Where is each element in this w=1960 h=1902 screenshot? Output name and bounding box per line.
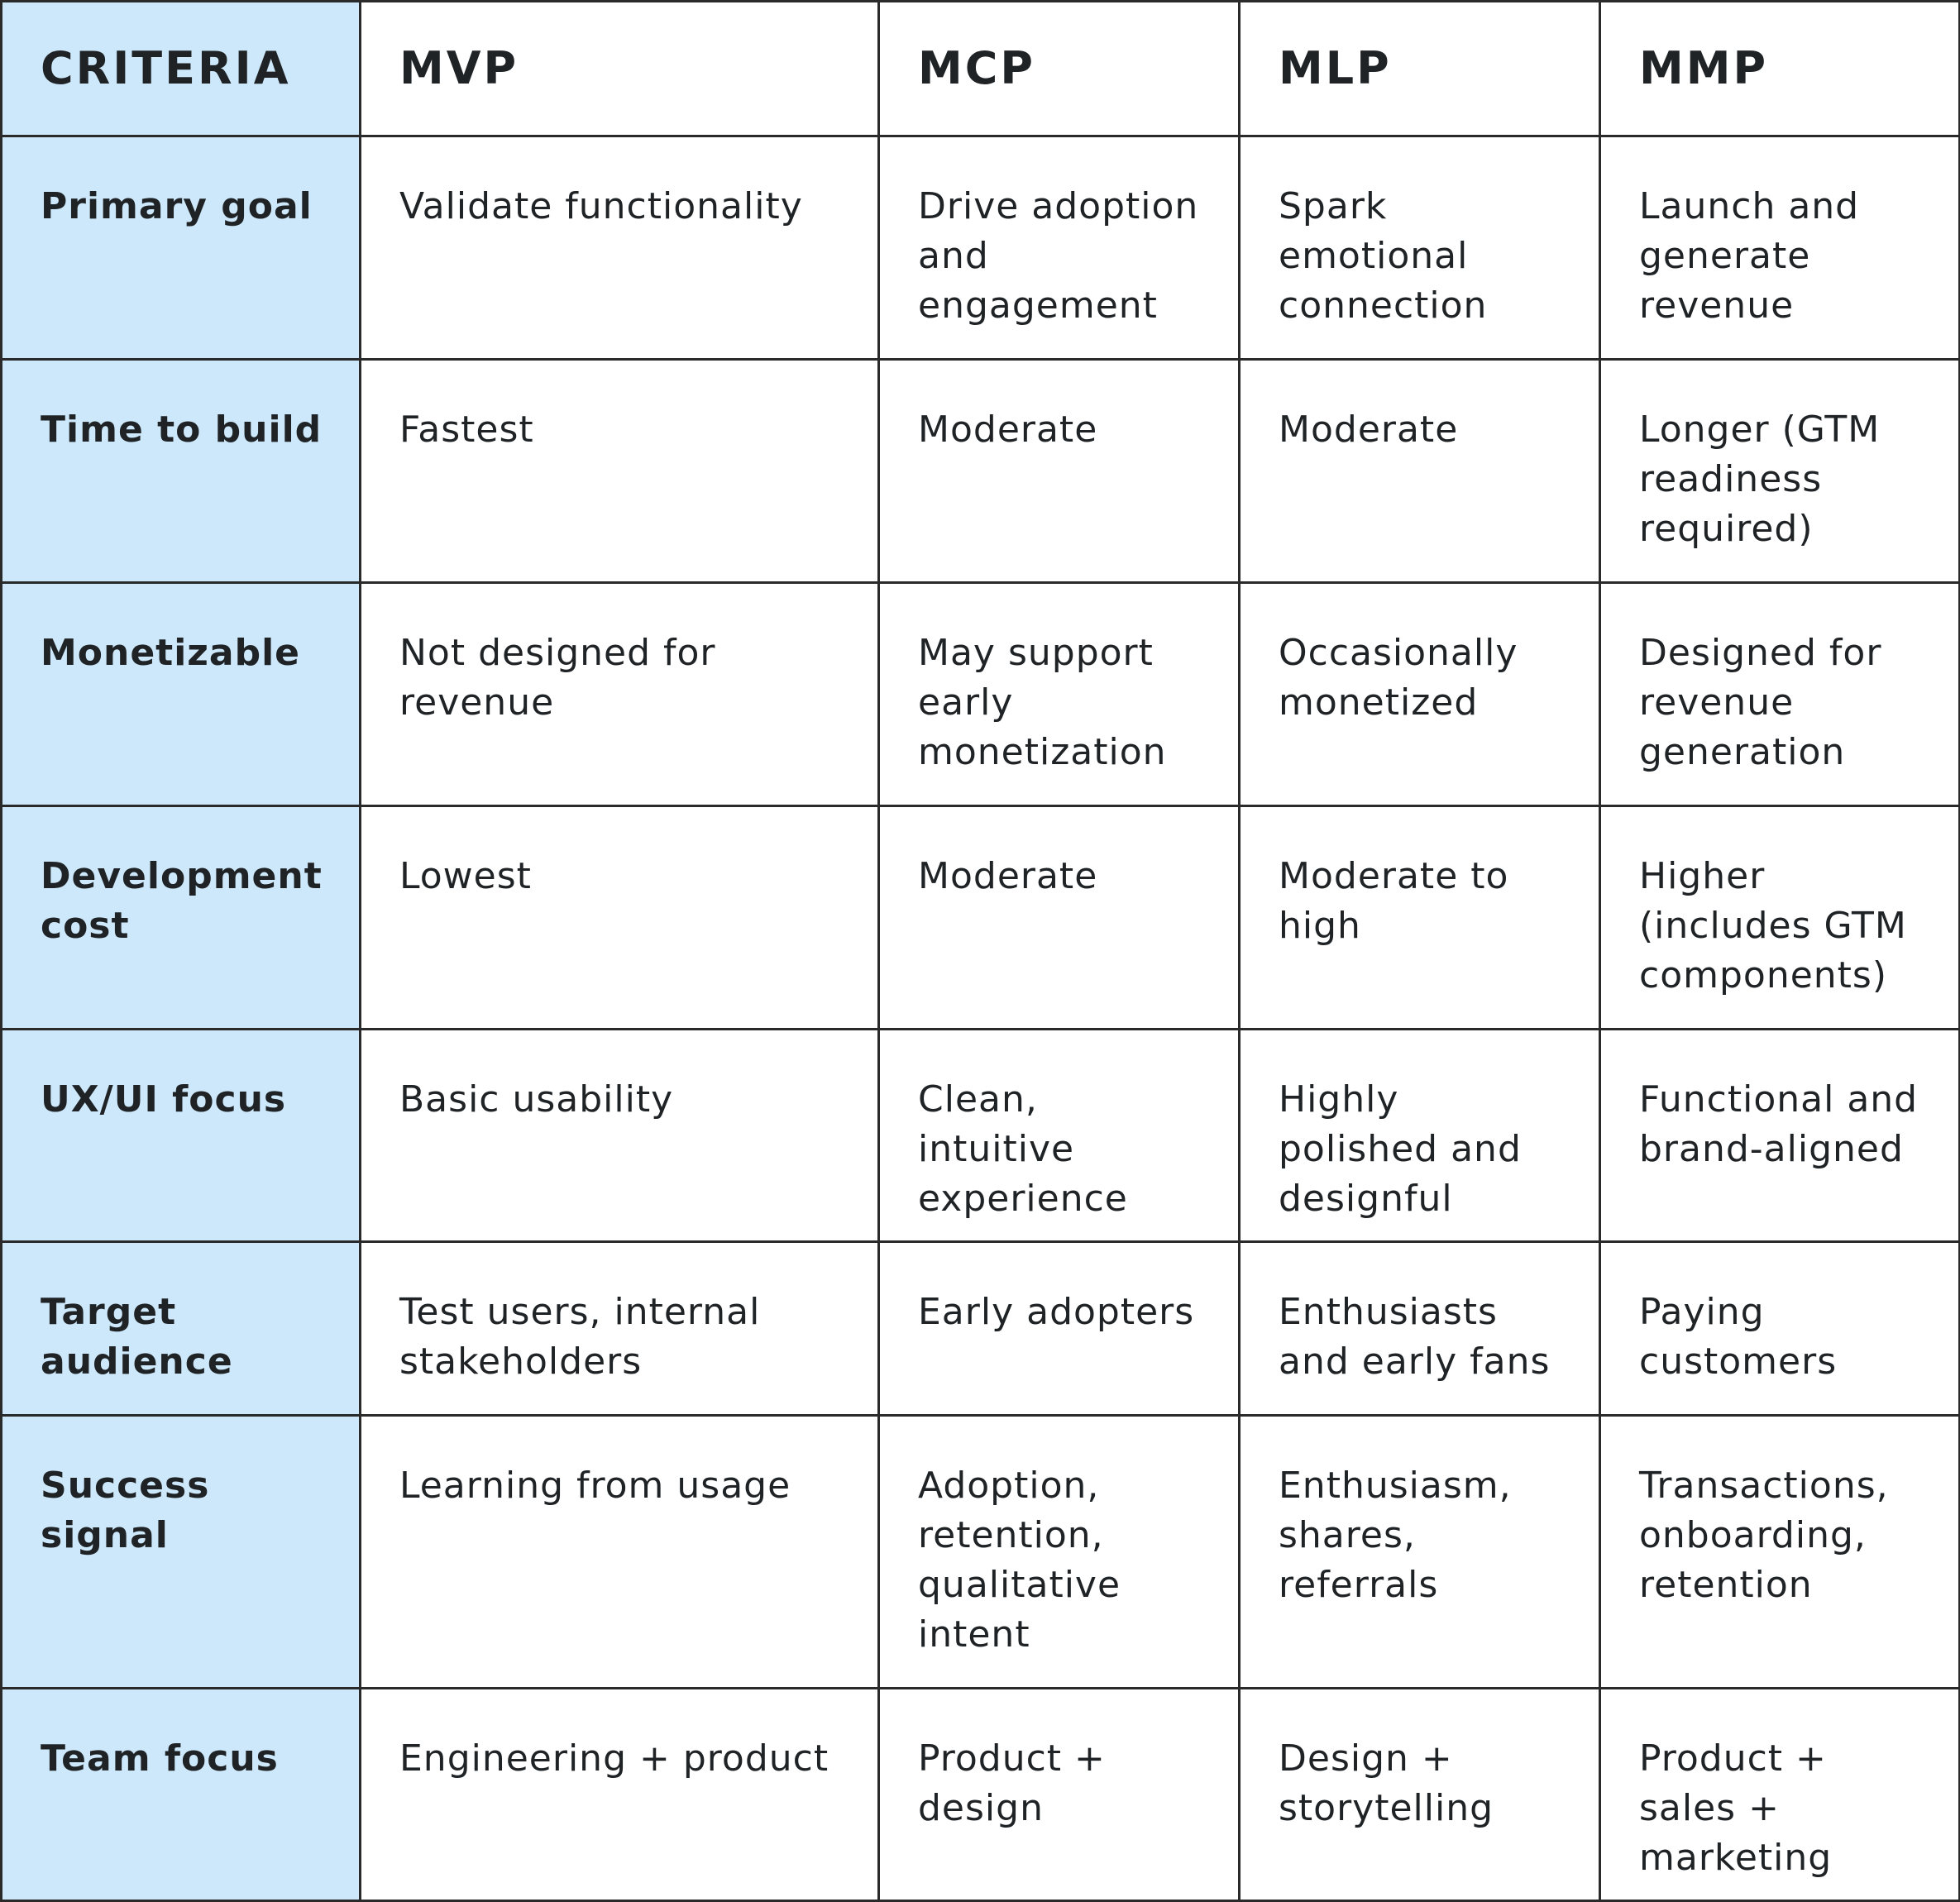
table-row: Team focus Engineering + product Product… [0, 1687, 1960, 1902]
header-row: CRITERIA MVP MCP MLP MMP [0, 0, 1960, 137]
cell-mmp: Launch and generate revenue [1599, 135, 1960, 361]
cell-mlp: Enthusiasts and early fans [1238, 1240, 1601, 1417]
row-criterion: UX/UI focus [0, 1028, 361, 1243]
cell-mcp: Product + design [877, 1687, 1241, 1902]
row-criterion: Success signal [0, 1414, 361, 1689]
cell-mmp: Paying customers [1599, 1240, 1960, 1417]
table-row: Success signal Learning from usage Adopt… [0, 1414, 1960, 1689]
cell-mlp: Spark emotional connection [1238, 135, 1601, 361]
header-mlp: MLP [1238, 0, 1601, 137]
cell-mlp: Design + storytelling [1238, 1687, 1601, 1902]
table-row: UX/UI focus Basic usability Clean, intui… [0, 1028, 1960, 1243]
cell-mvp: Learning from usage [359, 1414, 880, 1689]
cell-mvp: Basic usability [359, 1028, 880, 1243]
header-mcp: MCP [877, 0, 1241, 137]
cell-mcp: Clean, intuitive experience [877, 1028, 1241, 1243]
cell-mvp: Fastest [359, 358, 880, 584]
cell-mmp: Longer (GTM readiness required) [1599, 358, 1960, 584]
row-criterion: Development cost [0, 805, 361, 1030]
cell-mmp: Product + sales + marketing [1599, 1687, 1960, 1902]
header-criteria: CRITERIA [0, 0, 361, 137]
header-mmp: MMP [1599, 0, 1960, 137]
row-criterion: Team focus [0, 1687, 361, 1902]
cell-mlp: Occasionally monetized [1238, 581, 1601, 807]
cell-mlp: Highly polished and designful [1238, 1028, 1601, 1243]
cell-mlp: Enthusiasm, shares, referrals [1238, 1414, 1601, 1689]
cell-mlp: Moderate to high [1238, 805, 1601, 1030]
cell-mlp: Moderate [1238, 358, 1601, 584]
table-row: Monetizable Not designed for revenue May… [0, 581, 1960, 807]
cell-mvp: Lowest [359, 805, 880, 1030]
cell-mcp: Adoption, retention, qualitative intent [877, 1414, 1241, 1689]
table-row: Development cost Lowest Moderate Moderat… [0, 805, 1960, 1030]
table-row: Target audience Test users, internal sta… [0, 1240, 1960, 1417]
table-row: Primary goal Validate functionality Driv… [0, 135, 1960, 361]
table-row: Time to build Fastest Moderate Moderate … [0, 358, 1960, 584]
header-mvp: MVP [359, 0, 880, 137]
cell-mcp: Moderate [877, 358, 1241, 584]
cell-mcp: Early adopters [877, 1240, 1241, 1417]
cell-mvp: Engineering + product [359, 1687, 880, 1902]
cell-mcp: Moderate [877, 805, 1241, 1030]
cell-mmp: Transactions, onboarding, retention [1599, 1414, 1960, 1689]
row-criterion: Target audience [0, 1240, 361, 1417]
cell-mvp: Not designed for revenue [359, 581, 880, 807]
cell-mcp: Drive adoption and engagement [877, 135, 1241, 361]
cell-mvp: Test users, internal stakeholders [359, 1240, 880, 1417]
cell-mmp: Functional and brand-aligned [1599, 1028, 1960, 1243]
row-criterion: Time to build [0, 358, 361, 584]
cell-mcp: May support early monetization [877, 581, 1241, 807]
cell-mvp: Validate functionality [359, 135, 880, 361]
cell-mmp: Designed for revenue generation [1599, 581, 1960, 807]
row-criterion: Primary goal [0, 135, 361, 361]
cell-mmp: Higher (includes GTM components) [1599, 805, 1960, 1030]
row-criterion: Monetizable [0, 581, 361, 807]
